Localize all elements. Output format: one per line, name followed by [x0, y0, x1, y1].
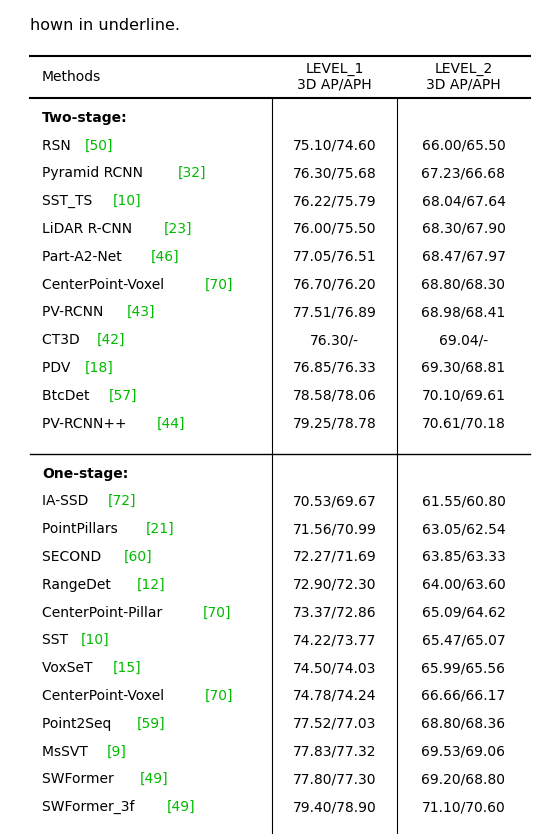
Text: [70]: [70] [205, 689, 234, 703]
Text: [10]: [10] [112, 194, 141, 208]
Text: SWFormer_3f: SWFormer_3f [42, 800, 139, 814]
Text: [10]: [10] [81, 633, 110, 647]
Text: 74.78/74.24: 74.78/74.24 [293, 689, 376, 703]
Text: 68.04/67.64: 68.04/67.64 [421, 194, 505, 208]
Text: 76.00/75.50: 76.00/75.50 [293, 222, 376, 236]
Text: 74.50/74.03: 74.50/74.03 [293, 661, 376, 676]
Text: 71.10/70.60: 71.10/70.60 [421, 800, 505, 814]
Text: [50]: [50] [85, 138, 113, 153]
Text: 72.27/71.69: 72.27/71.69 [293, 550, 376, 564]
Text: 77.51/76.89: 77.51/76.89 [293, 305, 376, 319]
Text: 63.05/62.54: 63.05/62.54 [422, 522, 505, 536]
Text: 77.52/77.03: 77.52/77.03 [293, 716, 376, 731]
Text: 69.04/-: 69.04/- [439, 333, 488, 347]
Text: [70]: [70] [205, 278, 234, 292]
Text: Point2Seq: Point2Seq [42, 716, 116, 731]
Text: 76.30/-: 76.30/- [310, 333, 359, 347]
Text: 65.47/65.07: 65.47/65.07 [422, 633, 505, 647]
Text: [21]: [21] [145, 522, 174, 536]
Text: 76.30/75.68: 76.30/75.68 [293, 166, 376, 180]
Text: SST: SST [42, 633, 72, 647]
Text: 68.98/68.41: 68.98/68.41 [421, 305, 506, 319]
Text: [60]: [60] [124, 550, 153, 564]
Text: 65.99/65.56: 65.99/65.56 [421, 661, 505, 676]
Text: [9]: [9] [107, 745, 127, 759]
Text: 75.10/74.60: 75.10/74.60 [293, 138, 376, 153]
Text: 69.53/69.06: 69.53/69.06 [421, 745, 505, 759]
Text: [49]: [49] [140, 772, 169, 786]
Text: CenterPoint-Voxel: CenterPoint-Voxel [42, 278, 168, 292]
Text: Methods: Methods [42, 70, 101, 84]
Text: PDV: PDV [42, 361, 75, 375]
Text: [59]: [59] [137, 716, 166, 731]
Text: [18]: [18] [84, 361, 113, 375]
Text: 63.85/63.33: 63.85/63.33 [421, 550, 505, 564]
Text: 72.90/72.30: 72.90/72.30 [293, 578, 376, 592]
Text: 70.53/69.67: 70.53/69.67 [293, 495, 376, 509]
Text: 69.20/68.80: 69.20/68.80 [421, 772, 505, 786]
Text: 79.40/78.90: 79.40/78.90 [293, 800, 376, 814]
Text: hown in underline.: hown in underline. [30, 18, 180, 33]
Text: 78.58/78.06: 78.58/78.06 [293, 389, 376, 403]
Text: RangeDet: RangeDet [42, 578, 115, 592]
Text: One-stage:: One-stage: [42, 466, 128, 480]
Text: 64.00/63.60: 64.00/63.60 [421, 578, 505, 592]
Text: CenterPoint-Pillar: CenterPoint-Pillar [42, 605, 167, 620]
Text: [43]: [43] [127, 305, 155, 319]
Text: [12]: [12] [136, 578, 165, 592]
Text: IA-SSD: IA-SSD [42, 495, 93, 509]
Text: [23]: [23] [164, 222, 192, 236]
Text: LEVEL_2
3D AP/APH: LEVEL_2 3D AP/APH [426, 62, 501, 92]
Text: LiDAR R-CNN: LiDAR R-CNN [42, 222, 136, 236]
Text: 73.37/72.86: 73.37/72.86 [293, 605, 376, 620]
Text: [57]: [57] [109, 389, 138, 403]
Text: PV-RCNN: PV-RCNN [42, 305, 108, 319]
Text: 76.70/76.20: 76.70/76.20 [293, 278, 376, 292]
Text: RSN: RSN [42, 138, 75, 153]
Text: [70]: [70] [203, 605, 231, 620]
Text: PV-RCNN++: PV-RCNN++ [42, 416, 131, 430]
Text: 79.25/78.78: 79.25/78.78 [293, 416, 376, 430]
Text: Two-stage:: Two-stage: [42, 111, 128, 125]
Text: 77.80/77.30: 77.80/77.30 [293, 772, 376, 786]
Text: VoxSeT: VoxSeT [42, 661, 97, 676]
Text: [42]: [42] [96, 333, 125, 347]
Text: PointPillars: PointPillars [42, 522, 122, 536]
Text: 70.10/69.61: 70.10/69.61 [421, 389, 505, 403]
Text: [46]: [46] [151, 249, 179, 264]
Text: 76.22/75.79: 76.22/75.79 [293, 194, 376, 208]
Text: Part-A2-Net: Part-A2-Net [42, 249, 126, 264]
Text: 66.00/65.50: 66.00/65.50 [421, 138, 505, 153]
Text: SST_TS: SST_TS [42, 194, 96, 208]
Text: 68.80/68.30: 68.80/68.30 [421, 278, 505, 292]
Text: 76.85/76.33: 76.85/76.33 [293, 361, 376, 375]
Text: BtcDet: BtcDet [42, 389, 94, 403]
Text: 61.55/60.80: 61.55/60.80 [421, 495, 505, 509]
Text: 66.66/66.17: 66.66/66.17 [421, 689, 506, 703]
Text: 68.80/68.36: 68.80/68.36 [421, 716, 506, 731]
Text: 67.23/66.68: 67.23/66.68 [421, 166, 505, 180]
Text: [32]: [32] [178, 166, 207, 180]
Text: 77.83/77.32: 77.83/77.32 [293, 745, 376, 759]
Text: LEVEL_1
3D AP/APH: LEVEL_1 3D AP/APH [297, 62, 372, 92]
Text: MsSVT: MsSVT [42, 745, 92, 759]
Text: SECOND: SECOND [42, 550, 106, 564]
Text: [49]: [49] [167, 800, 196, 814]
Text: [72]: [72] [107, 495, 136, 509]
Text: 65.09/64.62: 65.09/64.62 [421, 605, 505, 620]
Text: CT3D: CT3D [42, 333, 84, 347]
Text: 68.47/67.97: 68.47/67.97 [421, 249, 505, 264]
Text: CenterPoint-Voxel: CenterPoint-Voxel [42, 689, 168, 703]
Text: Pyramid RCNN: Pyramid RCNN [42, 166, 147, 180]
Text: SWFormer: SWFormer [42, 772, 118, 786]
Text: 71.56/70.99: 71.56/70.99 [293, 522, 376, 536]
Text: 68.30/67.90: 68.30/67.90 [421, 222, 505, 236]
Text: 69.30/68.81: 69.30/68.81 [421, 361, 506, 375]
Text: 77.05/76.51: 77.05/76.51 [293, 249, 376, 264]
Text: 70.61/70.18: 70.61/70.18 [421, 416, 505, 430]
Text: [44]: [44] [157, 416, 185, 430]
Text: 74.22/73.77: 74.22/73.77 [293, 633, 376, 647]
Text: [15]: [15] [113, 661, 141, 676]
